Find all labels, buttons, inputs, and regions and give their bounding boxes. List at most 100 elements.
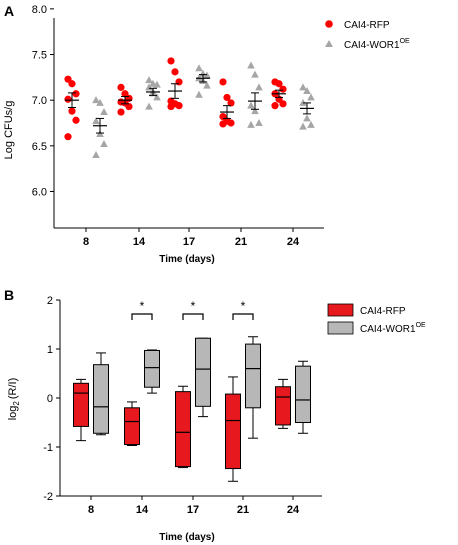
- panel-b-box-rfp: [275, 386, 291, 426]
- panel-b-y-tick-label: 1: [47, 344, 53, 356]
- panel-a-point-rfp: [68, 80, 76, 88]
- panel-a-point-rfp: [175, 102, 183, 110]
- panel-a-point-wor1: [299, 122, 307, 130]
- panel-b-box-rfp: [124, 407, 140, 446]
- panel-b-x-tick-label: 14: [136, 504, 149, 516]
- legend-wor1-sup: OE: [400, 38, 410, 45]
- panel-a-point-wor1: [153, 80, 161, 88]
- panel-a-point-wor1: [303, 114, 311, 122]
- legend-wor1-name: CAI4-WOR1: [344, 40, 400, 51]
- panel-a-point-wor1: [307, 120, 315, 128]
- panel-a-y-tick-label: 6.5: [32, 141, 47, 153]
- panel-a-x-tick-label: 14: [133, 236, 146, 248]
- panel-b-box-wor1: [93, 364, 109, 434]
- panel-a-point-rfp: [219, 78, 227, 86]
- panel-a-point-rfp: [117, 108, 125, 116]
- panel-b: B log2(R/I) Time (days) 210-1-28 14 17 21 24…: [4, 287, 426, 543]
- panel-b-box-rfp: [175, 391, 191, 468]
- panel-b-ylabel-main: log: [7, 406, 19, 421]
- panel-a-point-wor1: [247, 120, 255, 128]
- panel-a-point-rfp: [68, 107, 76, 115]
- panel-a-point-rfp: [275, 80, 283, 88]
- panel-b-box-wor1: [195, 337, 211, 407]
- panel-a-point-wor1: [203, 81, 211, 89]
- panel-a-point-rfp: [227, 119, 235, 127]
- panel-a-x-tick-label: 8: [83, 236, 89, 248]
- panel-a-y-tick-label: 6.0: [32, 186, 47, 198]
- panel-a-point-wor1: [153, 93, 161, 101]
- legend-wor1-marker: [325, 40, 333, 47]
- panel-a-marks: [64, 57, 315, 158]
- panel-a-point-wor1: [247, 101, 255, 109]
- panel-a-point-wor1: [251, 107, 259, 115]
- panel-a-point-wor1: [303, 87, 311, 95]
- panel-b-marks: * * *: [73, 299, 311, 482]
- panel-a-point-rfp: [72, 90, 80, 98]
- panel-b-significance-star: *: [191, 299, 196, 313]
- panel-a-point-rfp: [227, 99, 235, 107]
- panel-a-y-axis-label: Log CFUs/g: [3, 101, 15, 160]
- panel-a-label: A: [4, 3, 14, 19]
- panel-a-point-wor1: [195, 90, 203, 98]
- panel-a-point-wor1: [96, 98, 104, 106]
- panel-b-axes: 210-1-28 14 17 21 24: [43, 295, 322, 516]
- panel-b-box-rfp: [73, 382, 89, 427]
- panel-a-point-rfp: [271, 102, 279, 110]
- panel-a-x-axis-label: Time (days): [159, 254, 214, 265]
- panel-b-ylabel-sub: 2: [12, 401, 21, 406]
- panel-a-x-tick-label: 21: [235, 236, 247, 248]
- panel-a-point-rfp: [125, 102, 133, 111]
- panel-b-significance-bracket: [131, 313, 153, 320]
- panel-b-x-axis-label: Time (days): [159, 532, 214, 543]
- panel-a-point-rfp: [279, 85, 287, 93]
- panel-a-point-rfp: [167, 102, 175, 111]
- panel-b-box-wor1: [144, 349, 160, 388]
- legend-b-wor1-label: CAI4-WOR1OE: [360, 322, 426, 335]
- panel-a-point-wor1: [92, 150, 100, 158]
- panel-b-x-tick-label: 17: [187, 504, 199, 516]
- panel-a-point-rfp: [219, 120, 227, 128]
- panel-b-x-tick-label: 8: [88, 504, 94, 516]
- panel-a-y-tick-label: 8.0: [32, 4, 47, 16]
- panel-a-point-wor1: [100, 140, 108, 147]
- legend-b-wor1-name: CAI4-WOR1: [360, 324, 416, 335]
- panel-b-y-axis-label: log2 (R/I): [7, 378, 21, 421]
- panel-a-x-tick-label: 24: [287, 236, 300, 248]
- panel-b-box-rfp: [225, 393, 241, 470]
- panel-a-point-wor1: [255, 83, 263, 91]
- panel-a: A Log CFUs/g Time (days) 8.0 7.5 7.0 6.5 6.0…: [3, 3, 410, 265]
- legend-b-rfp-swatch: [327, 303, 354, 317]
- panel-a-point-rfp: [223, 93, 231, 102]
- panel-a-point-rfp: [72, 116, 80, 124]
- panel-a-point-rfp: [279, 100, 287, 108]
- panel-b-significance-bracket: [232, 313, 254, 320]
- panel-b-x-tick-label: 24: [287, 504, 300, 516]
- panel-b-significance-star: *: [140, 299, 145, 313]
- panel-a-point-wor1: [307, 93, 315, 101]
- panel-b-y-tick-label: 0: [47, 393, 53, 405]
- panel-a-point-wor1: [251, 70, 259, 78]
- panel-b-significance-bracket: [182, 313, 204, 320]
- panel-a-point-rfp: [175, 78, 183, 86]
- panel-b-y-tick-label: -2: [43, 491, 53, 503]
- panel-a-point-wor1: [195, 64, 203, 72]
- legend-rfp-marker: [325, 20, 333, 28]
- panel-b-label: B: [4, 287, 14, 303]
- panel-a-point-wor1: [145, 102, 153, 110]
- panel-a-point-wor1: [92, 117, 100, 125]
- legend-rfp-label: CAI4-RFP: [344, 20, 390, 31]
- legend-b-wor1-sup: OE: [416, 322, 426, 329]
- panel-a-legend: CAI4-RFP CAI4-WOR1OE: [325, 20, 410, 51]
- legend-b-rfp-label: CAI4-RFP: [360, 306, 406, 317]
- panel-a-point-rfp: [64, 95, 72, 103]
- panel-a-point-wor1: [255, 119, 263, 126]
- panel-b-y-tick-label: -1: [43, 442, 53, 454]
- panel-b-ylabel-tail: (R/I): [7, 378, 19, 399]
- panel-a-x-tick-label: 17: [183, 236, 195, 248]
- panel-b-x-tick-label: 21: [237, 504, 249, 516]
- panel-a-point-wor1: [145, 76, 153, 84]
- panel-b-box-wor1: [245, 343, 261, 409]
- panel-a-y-tick-label: 7.0: [32, 95, 47, 107]
- legend-wor1-label: CAI4-WOR1OE: [344, 38, 410, 51]
